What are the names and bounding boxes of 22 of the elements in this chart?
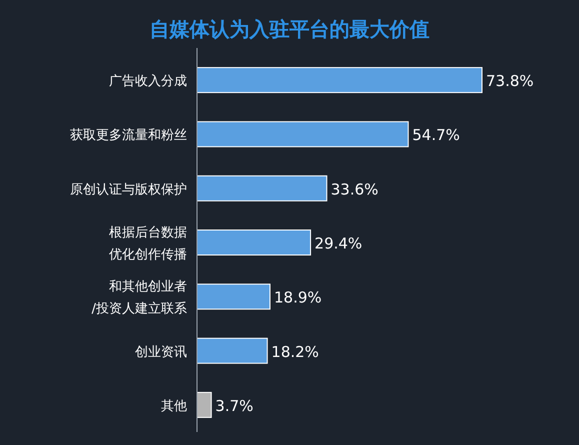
data-label: 33.6%	[330, 180, 378, 198]
y-tick-label: 获取更多流量和粉丝	[70, 127, 187, 144]
data-label: 18.9%	[274, 288, 322, 307]
bar	[196, 67, 482, 94]
y-tick-label: 广告收入分成	[109, 74, 187, 90]
bar	[196, 175, 328, 202]
y-tick-label: 根据后台数据优化创作传播	[109, 226, 187, 262]
y-tick-label: 创业资讯	[135, 344, 187, 360]
chart-title: 自媒体认为入驻平台的最大价值	[150, 17, 430, 41]
data-label: 73.8%	[486, 72, 534, 90]
data-label: 29.4%	[314, 234, 362, 252]
bar	[196, 338, 268, 364]
bar	[196, 392, 212, 418]
data-label: 3.7%	[215, 396, 254, 415]
bar	[196, 121, 409, 148]
bar	[196, 284, 270, 310]
data-label: 54.7%	[412, 126, 460, 144]
y-tick-label: 和其他创业者/投资人建立联系	[92, 280, 187, 317]
y-tick-label: 原创认证与版权保护	[70, 182, 187, 198]
bar	[196, 230, 312, 256]
y-tick-label: 其他	[161, 398, 187, 414]
data-label: 18.2%	[271, 342, 319, 361]
